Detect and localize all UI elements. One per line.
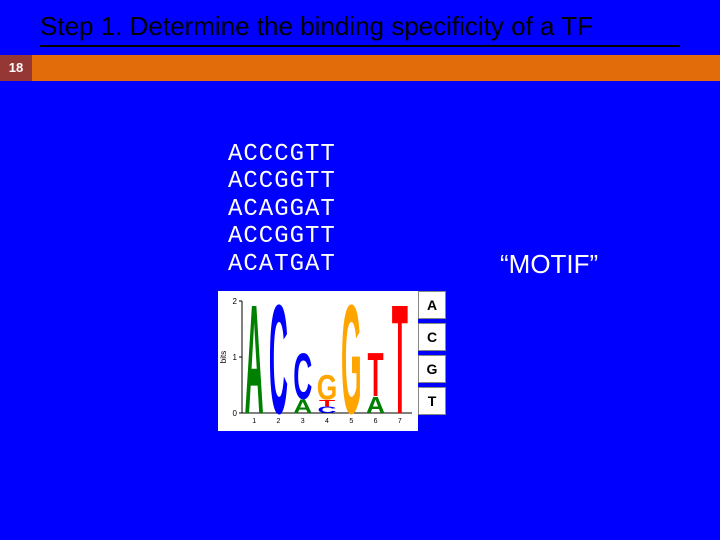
accent-bar: 18	[0, 55, 720, 81]
motif-label: “MOTIF”	[500, 249, 598, 280]
sequence-logo-svg: 012bitsA1C2AC3CTG4G5AT6T7	[218, 291, 418, 431]
sequence-line: ACAGGAT	[228, 196, 336, 224]
svg-text:1: 1	[233, 353, 238, 362]
sequence-line: ACATGAT	[228, 251, 336, 279]
slide-title: Step 1. Determine the binding specificit…	[40, 10, 680, 47]
svg-text:T: T	[392, 291, 408, 431]
svg-text:2: 2	[276, 418, 280, 425]
svg-text:G: G	[317, 367, 338, 407]
base-legend: A C G T	[418, 291, 446, 419]
svg-text:4: 4	[325, 418, 329, 425]
svg-text:5: 5	[349, 418, 353, 425]
svg-text:2: 2	[233, 297, 238, 306]
svg-text:T: T	[368, 341, 384, 410]
svg-text:G: G	[341, 291, 362, 431]
svg-text:3: 3	[301, 418, 305, 425]
legend-cell-t: T	[418, 387, 446, 415]
legend-cell-g: G	[418, 355, 446, 383]
sequence-logo: 012bitsA1C2AC3CTG4G5AT6T7	[218, 291, 418, 431]
title-area: Step 1. Determine the binding specificit…	[0, 0, 720, 55]
sequence-line: ACCGGTT	[228, 168, 336, 196]
legend-cell-c: C	[418, 323, 446, 351]
sequence-list: ACCCGTT ACCGGTT ACAGGAT ACCGGTT ACATGAT	[228, 141, 336, 279]
svg-text:1: 1	[252, 418, 256, 425]
svg-text:C: C	[293, 338, 312, 413]
legend-cell-a: A	[418, 291, 446, 319]
sequence-line: ACCCGTT	[228, 141, 336, 169]
svg-text:7: 7	[398, 418, 402, 425]
svg-text:0: 0	[233, 409, 238, 418]
svg-text:bits: bits	[219, 350, 228, 362]
slide-number-badge: 18	[0, 55, 32, 81]
sequence-line: ACCGGTT	[228, 223, 336, 251]
svg-text:6: 6	[374, 418, 378, 425]
svg-text:C: C	[269, 291, 288, 431]
svg-text:A: A	[245, 291, 264, 431]
